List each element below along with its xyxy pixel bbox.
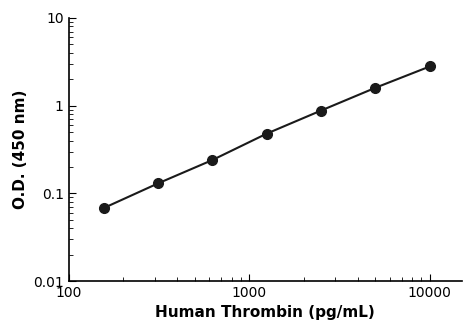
Point — [154, 181, 162, 186]
Y-axis label: O.D. (450 nm): O.D. (450 nm) — [12, 90, 27, 209]
Point — [317, 108, 325, 113]
Point — [263, 131, 271, 136]
Point — [372, 85, 379, 91]
Point — [209, 158, 216, 163]
X-axis label: Human Thrombin (pg/mL): Human Thrombin (pg/mL) — [155, 305, 375, 320]
Point — [100, 205, 108, 211]
Point — [426, 64, 434, 69]
